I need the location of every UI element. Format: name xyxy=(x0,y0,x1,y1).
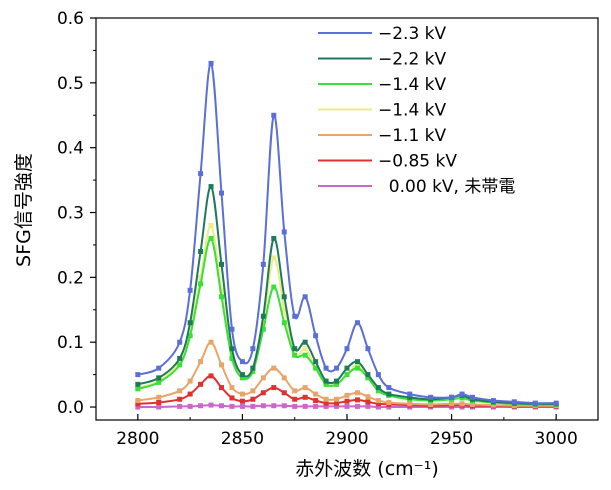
legend-label: −0.85 kV xyxy=(378,152,457,172)
legend-label: −2.2 kV xyxy=(378,50,447,70)
series-line xyxy=(137,62,557,405)
x-tick-label: 2800 xyxy=(116,429,159,449)
legend-label: −1.4 kV xyxy=(378,101,447,121)
y-tick-label: 0.6 xyxy=(57,9,84,29)
legend-label: −1.1 kV xyxy=(378,126,447,146)
y-axis-title: SFG信号強度 xyxy=(13,153,35,267)
x-tick-label: 2900 xyxy=(325,429,368,449)
legend-label: 0.00 kV, 未帯電 xyxy=(378,177,515,197)
x-tick-label: 2850 xyxy=(221,429,264,449)
x-axis-title: 赤外波数 (cm⁻¹) xyxy=(295,458,438,480)
y-tick-label: 0.2 xyxy=(57,268,84,288)
plot-frame xyxy=(95,17,599,421)
series-line xyxy=(137,185,557,405)
legend: −2.3 kV −2.2 kV −1.4 kV −1.4 kV −1.1 kV −0.85… xyxy=(318,24,515,197)
y-tick-label: 0.5 xyxy=(57,74,84,94)
series-line xyxy=(137,237,557,406)
series-0 xyxy=(135,60,559,406)
y-tick-label: 0.1 xyxy=(57,333,84,353)
legend-label: −1.4 kV xyxy=(378,75,447,95)
y-tick-label: 0.4 xyxy=(57,139,84,159)
axes-layer: 2800 2850 2900 2950 3000 0.0 0.1 0.2 0.3 0.4 0.5 0.… xyxy=(57,9,599,449)
plot-layer xyxy=(135,60,559,410)
y-tick-label: 0.3 xyxy=(57,204,84,224)
legend-label: −2.3 kV xyxy=(378,24,447,44)
y-tick-label: 0.0 xyxy=(57,398,84,418)
series-line xyxy=(137,341,557,407)
x-tick-label: 3000 xyxy=(535,429,578,449)
x-tick-label: 2950 xyxy=(430,429,473,449)
